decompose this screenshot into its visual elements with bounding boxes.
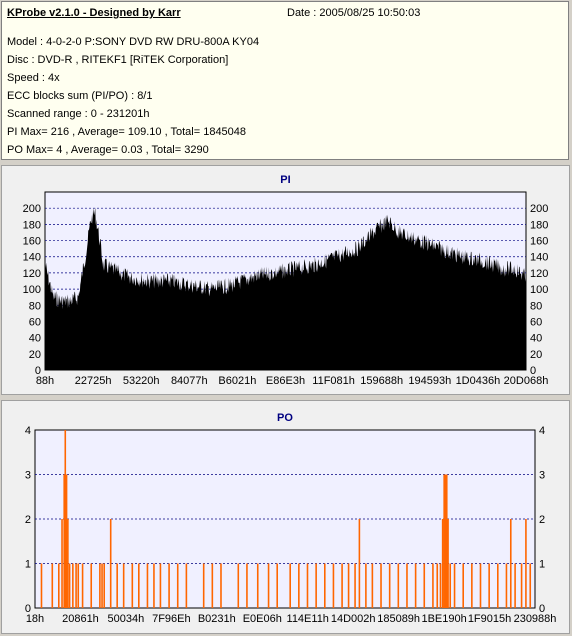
x-tick-label: 20861h xyxy=(62,613,99,625)
pi-chart: PI 0 0 20 20 40 40 60 60 80 80 100 100 120 120 140 140 16… xyxy=(23,174,549,387)
x-tick-label: B0231h xyxy=(198,613,236,625)
x-tick-label: 22725h xyxy=(75,375,112,387)
x-tick-label: 1D0436h xyxy=(456,375,501,387)
info-panel: KProbe v2.1.0 - Designed by Karr Date : … xyxy=(1,1,569,160)
pi-chart-panel: PI 0 0 20 20 40 40 60 60 80 80 100 100 120 120 140 140 16… xyxy=(1,165,570,395)
y-tick-label-right: 180 xyxy=(530,219,548,231)
y-tick-label-left: 120 xyxy=(23,268,41,280)
y-tick-label-left: 20 xyxy=(29,349,41,361)
model-line: Model : 4-0-2-0 P:SONY DVD RW DRU-800A K… xyxy=(7,36,260,48)
y-tick-label-left: 200 xyxy=(23,203,41,215)
po-chart: PO 0 0 1 1 2 2 3 3 4 4 18h 20861h 50034h 7F96Eh B0231h E… xyxy=(25,412,557,625)
x-tick-label: 7F96Eh xyxy=(152,613,191,625)
x-tick-label: 159688h xyxy=(360,375,403,387)
y-tick-label-left: 80 xyxy=(29,300,41,312)
x-tick-label: 14D002h xyxy=(331,613,376,625)
y-tick-label-right: 80 xyxy=(530,300,542,312)
y-tick-label-right: 40 xyxy=(530,333,542,345)
range-line: Scanned range : 0 - 231201h xyxy=(7,108,150,120)
x-tick-label: 230988h xyxy=(514,613,557,625)
x-tick-label: B6021h xyxy=(218,375,256,387)
ecc-line: ECC blocks sum (PI/PO) : 8/1 xyxy=(7,90,153,102)
x-tick-label: 20D068h xyxy=(504,375,549,387)
x-tick-label: 185089h xyxy=(377,613,420,625)
y-tick-label-left: 100 xyxy=(23,284,41,296)
y-tick-label-right: 0 xyxy=(539,603,545,615)
scan-date: Date : 2005/08/25 10:50:03 xyxy=(287,7,421,19)
po-chart-title: PO xyxy=(277,412,293,424)
y-tick-label-right: 160 xyxy=(530,236,548,248)
x-tick-label: 53220h xyxy=(123,375,160,387)
speed-line: Speed : 4x xyxy=(7,72,60,84)
y-tick-label-left: 180 xyxy=(23,219,41,231)
x-tick-label: 1BE190h xyxy=(421,613,466,625)
x-tick-label: 1F9015h xyxy=(468,613,511,625)
y-tick-label-left: 140 xyxy=(23,252,41,264)
y-tick-label-right: 60 xyxy=(530,316,542,328)
x-tick-label: E0E06h xyxy=(243,613,282,625)
y-tick-label-left: 0 xyxy=(25,603,31,615)
y-tick-label-right: 100 xyxy=(530,284,548,296)
x-tick-label: 18h xyxy=(26,613,44,625)
pi-summary-line: PI Max= 216 , Average= 109.10 , Total= 1… xyxy=(7,126,247,138)
x-tick-label: 194593h xyxy=(408,375,451,387)
x-tick-label: 84077h xyxy=(171,375,208,387)
y-tick-label-right: 200 xyxy=(530,203,548,215)
x-tick-label: E86E3h xyxy=(266,375,305,387)
y-tick-label-left: 1 xyxy=(25,559,31,571)
pi-chart-title: PI xyxy=(280,174,290,186)
y-tick-label-right: 1 xyxy=(539,559,545,571)
y-tick-label-left: 40 xyxy=(29,333,41,345)
y-tick-label-left: 160 xyxy=(23,236,41,248)
y-tick-label-right: 2 xyxy=(539,514,545,526)
app-title: KProbe v2.1.0 - Designed by Karr xyxy=(7,7,181,19)
y-tick-label-right: 20 xyxy=(530,349,542,361)
y-tick-label-right: 4 xyxy=(539,425,545,437)
x-tick-label: 11F081h xyxy=(312,375,355,387)
y-tick-label-left: 2 xyxy=(25,514,31,526)
y-tick-label-left: 0 xyxy=(35,365,41,377)
pi-series xyxy=(45,207,526,370)
x-tick-label: 88h xyxy=(36,375,54,387)
y-tick-label-right: 3 xyxy=(539,470,545,482)
disc-line: Disc : DVD-R , RITEKF1 [RiTEK Corporatio… xyxy=(7,54,229,66)
po-chart-panel: PO 0 0 1 1 2 2 3 3 4 4 18h 20861h 50034h 7F96Eh B0231h E… xyxy=(1,400,570,634)
y-tick-label-right: 0 xyxy=(530,365,536,377)
x-tick-label: 50034h xyxy=(108,613,145,625)
po-summary-line: PO Max= 4 , Average= 0.03 , Total= 3290 xyxy=(7,144,209,156)
y-tick-label-right: 120 xyxy=(530,268,548,280)
x-tick-label: 114E11h xyxy=(287,613,329,625)
y-tick-label-right: 140 xyxy=(530,252,548,264)
y-tick-label-left: 3 xyxy=(25,470,31,482)
y-tick-label-left: 60 xyxy=(29,316,41,328)
y-tick-label-left: 4 xyxy=(25,425,31,437)
